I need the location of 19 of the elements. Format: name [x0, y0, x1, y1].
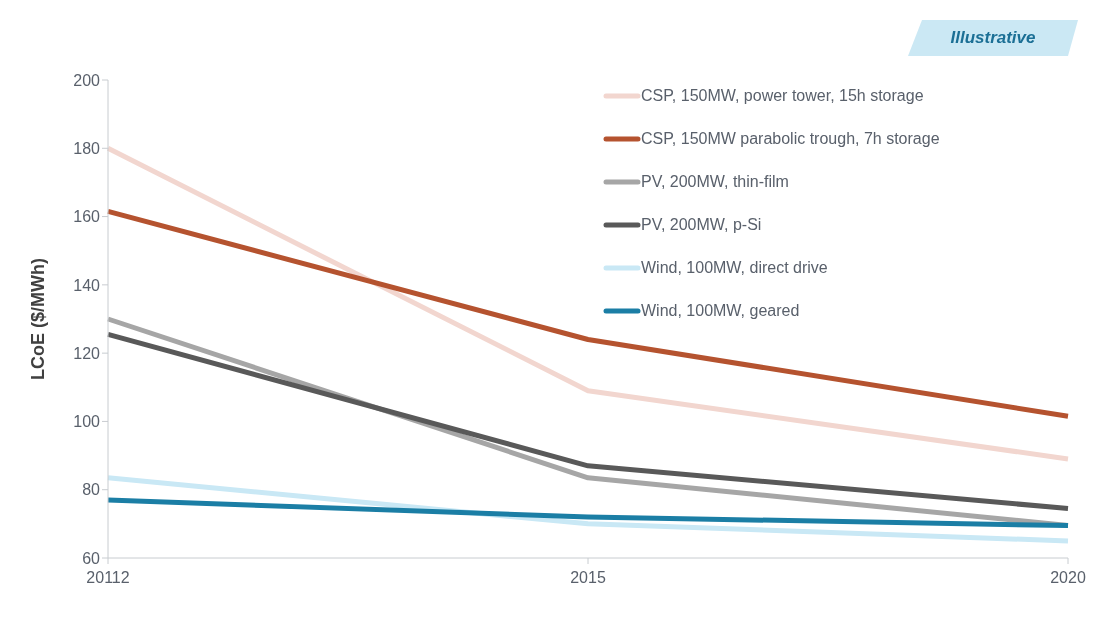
x-tick-label: 2015 — [570, 569, 606, 587]
legend-label: Wind, 100MW, direct drive — [641, 258, 828, 277]
x-tick-label: 20112 — [86, 569, 130, 587]
y-tick-label: 200 — [73, 71, 101, 89]
legend-label: PV, 200MW, thin-film — [641, 172, 789, 191]
y-tick-label: 160 — [73, 208, 101, 226]
text: Illustrative — [950, 28, 1036, 48]
y-tick-label: 100 — [73, 413, 101, 431]
y-tick-label: 120 — [73, 344, 101, 362]
legend-label: PV, 200MW, p-Si — [641, 215, 762, 234]
y-tick-label: 140 — [73, 276, 101, 294]
legend-label: Wind, 100MW, geared — [641, 301, 800, 320]
y-tick-label: 60 — [82, 549, 101, 567]
y-tick-label: 180 — [73, 139, 101, 157]
x-tick-label: 2020 — [1050, 569, 1086, 587]
legend-label: CSP, 150MW parabolic trough, 7h storage — [641, 129, 940, 148]
y-tick-label: 80 — [82, 481, 101, 499]
y-axis-title: LCoE ($/MWh) — [28, 258, 49, 380]
legend-label: CSP, 150MW, power tower, 15h storage — [641, 86, 924, 105]
